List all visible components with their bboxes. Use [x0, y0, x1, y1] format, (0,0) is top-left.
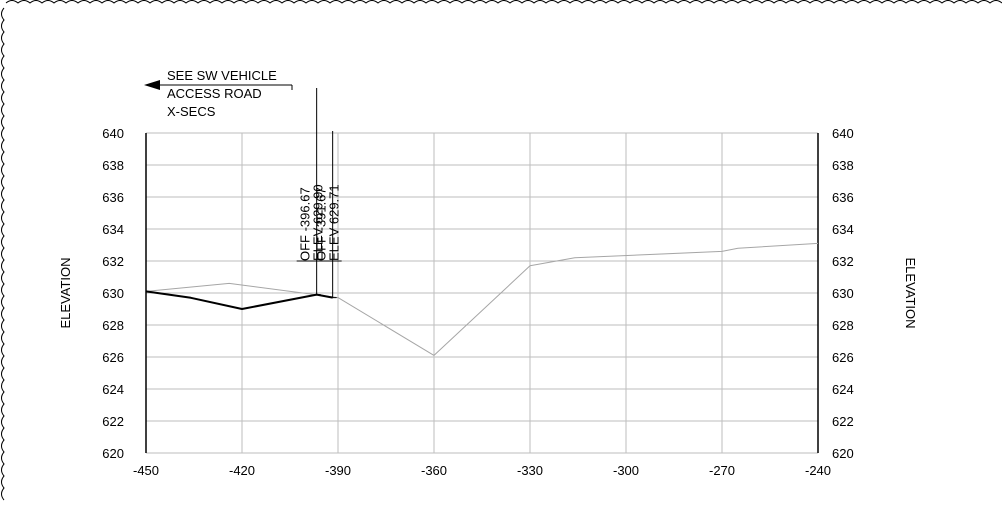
x-tick-label: -420 — [229, 463, 255, 478]
y-tick-label-right: 630 — [832, 286, 854, 301]
y-tick-label-left: 638 — [102, 158, 124, 173]
x-tick-label: -270 — [709, 463, 735, 478]
arrow-note-line: ACCESS ROAD — [167, 86, 262, 101]
y-tick-label-left: 632 — [102, 254, 124, 269]
y-tick-label-right: 634 — [832, 222, 854, 237]
x-tick-label: -390 — [325, 463, 351, 478]
x-tick-labels: -450 -420 -390 -360 -330 -300 -270 -240 — [133, 463, 831, 478]
y-axis-label-left: ELEVATION — [58, 257, 73, 328]
y-tick-label-left: 628 — [102, 318, 124, 333]
y-tick-label-right: 622 — [832, 414, 854, 429]
x-tick-label: -240 — [805, 463, 831, 478]
y-tick-label-left: 640 — [102, 126, 124, 141]
arrow-head — [144, 80, 160, 90]
y-tick-label-left: 630 — [102, 286, 124, 301]
y-tick-label-left: 626 — [102, 350, 124, 365]
x-tick-label: -450 — [133, 463, 159, 478]
y-tick-label-right: 628 — [832, 318, 854, 333]
grid-lines — [146, 133, 818, 453]
y-tick-label-left: 634 — [102, 222, 124, 237]
y-tick-label-left: 624 — [102, 382, 124, 397]
series-lines — [146, 243, 818, 355]
y-tick-label-right: 638 — [832, 158, 854, 173]
y-tick-label-left: 636 — [102, 190, 124, 205]
x-tick-label: -330 — [517, 463, 543, 478]
arrow-note-line: X-SECS — [167, 104, 216, 119]
series-line-thick-black — [146, 291, 333, 309]
y-tick-label-right: 640 — [832, 126, 854, 141]
y-tick-label-right: 620 — [832, 446, 854, 461]
series-line-thin-gray — [146, 243, 818, 355]
y-tick-label-right: 624 — [832, 382, 854, 397]
x-tick-label: -360 — [421, 463, 447, 478]
marker-label: ELEV 629.71 — [327, 184, 342, 261]
y-tick-labels-right: 620 622 624 626 628 630 632 634 636 638 640 — [832, 126, 854, 461]
x-tick-label: -300 — [613, 463, 639, 478]
y-tick-label-right: 632 — [832, 254, 854, 269]
y-tick-label-left: 620 — [102, 446, 124, 461]
arrow-note-line: SEE SW VEHICLE — [167, 68, 277, 83]
y-tick-label-left: 622 — [102, 414, 124, 429]
arrow-note: SEE SW VEHICLE ACCESS ROAD X-SECS — [144, 68, 292, 119]
y-tick-labels-left: 620 622 624 626 628 630 632 634 636 638 640 — [102, 126, 124, 461]
y-tick-label-right: 626 — [832, 350, 854, 365]
y-tick-label-right: 636 — [832, 190, 854, 205]
y-axis-label-right: ELEVATION — [903, 257, 918, 328]
